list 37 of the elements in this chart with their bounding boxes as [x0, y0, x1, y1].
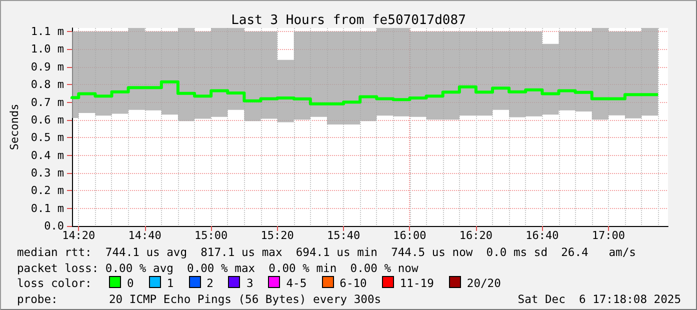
text: packet loss: 0.00 % avg 0.00 % max 0.00 % min 0.00 % now: [17, 262, 418, 274]
y-tick-label: 1.1 m: [30, 25, 64, 38]
text: 0: [127, 277, 134, 290]
y-axis-title: Seconds: [8, 104, 21, 150]
y-tick-label: 0.5 m: [30, 131, 64, 144]
x-tick-label: 17:00: [592, 229, 625, 242]
text: 4-5: [286, 277, 307, 290]
y-tick-label: 0.3 m: [30, 166, 64, 180]
y-tick-label: 0.2 m: [30, 184, 64, 198]
x-tick-label: 16:40: [526, 229, 559, 242]
y-tick-label: 0.8 m: [30, 78, 64, 92]
x-tick-label: 15:00: [194, 229, 228, 242]
x-tick-label: 14:20: [62, 229, 96, 242]
text: 20 ICMP Echo Pings (56 Bytes) every 300s: [109, 292, 382, 306]
y-tick-label: 0.6 m: [30, 113, 64, 126]
text: Sat Dec 6 17:18:08 2025: [518, 292, 681, 307]
text: probe:: [17, 292, 59, 307]
x-tick-label: 16:20: [459, 229, 493, 242]
y-tick-label: 0.1 m: [30, 202, 64, 215]
x-tick-label: 15:20: [260, 229, 294, 242]
chart-title: Last 3 Hours from fe507017d087: [231, 13, 466, 28]
text: 1: [166, 277, 174, 290]
text: 20/20: [466, 277, 501, 290]
text: median rtt: 744.1 us avg 817.1 us max 694.1 us min 744.5 us now 0.0 ms sd 26.4 am/s: [17, 246, 636, 259]
y-tick-label: 0.4 m: [30, 148, 64, 162]
text: 11-19: [400, 277, 434, 290]
x-tick-label: 14:40: [128, 229, 162, 242]
y-tick-label: 0.0: [44, 220, 64, 232]
x-tick-label: 15:40: [326, 229, 360, 242]
text: 3: [246, 277, 254, 290]
text: 6-10: [340, 277, 367, 290]
y-tick-label: 0.9 m: [30, 60, 64, 74]
text: 2: [206, 277, 214, 290]
x-tick-label: 16:00: [393, 229, 426, 242]
y-tick-label: 1.0 m: [30, 42, 64, 56]
y-tick-label: 0.7 m: [30, 96, 64, 109]
text: loss color:: [17, 276, 93, 292]
